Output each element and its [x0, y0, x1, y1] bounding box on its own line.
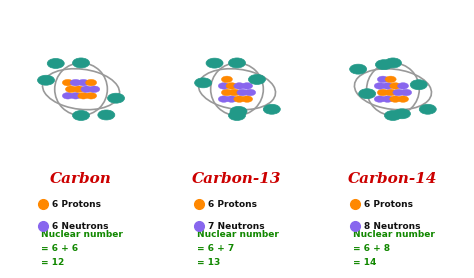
Circle shape	[248, 75, 265, 85]
Circle shape	[384, 58, 401, 68]
Circle shape	[89, 86, 100, 93]
Circle shape	[206, 58, 223, 68]
Circle shape	[398, 83, 409, 89]
Circle shape	[226, 96, 237, 102]
Circle shape	[393, 89, 404, 96]
Text: 6 Protons: 6 Protons	[52, 200, 101, 208]
Text: Carbon-13: Carbon-13	[192, 172, 282, 186]
Text: Carbon: Carbon	[50, 172, 112, 186]
Circle shape	[390, 83, 401, 89]
Circle shape	[65, 86, 76, 93]
Text: 8 Neutrons: 8 Neutrons	[364, 222, 420, 231]
Circle shape	[390, 96, 401, 102]
Circle shape	[62, 93, 73, 99]
Circle shape	[221, 76, 232, 83]
Circle shape	[350, 64, 367, 74]
Text: 6 Protons: 6 Protons	[208, 200, 257, 208]
Circle shape	[73, 111, 90, 120]
Text: 7 Neutrons: 7 Neutrons	[208, 222, 264, 231]
Circle shape	[234, 83, 245, 89]
Circle shape	[385, 76, 396, 83]
Circle shape	[228, 111, 246, 120]
Circle shape	[98, 110, 115, 120]
Circle shape	[73, 86, 84, 93]
Circle shape	[221, 89, 232, 96]
Circle shape	[374, 96, 385, 102]
Circle shape	[242, 83, 253, 89]
Circle shape	[62, 80, 73, 86]
Circle shape	[218, 83, 229, 89]
Circle shape	[377, 76, 388, 83]
Circle shape	[229, 89, 240, 96]
Circle shape	[374, 83, 385, 89]
Circle shape	[419, 104, 436, 114]
Circle shape	[70, 93, 81, 99]
Circle shape	[73, 58, 90, 68]
Text: Nuclear number
= 6 + 8
= 14: Nuclear number = 6 + 8 = 14	[353, 230, 435, 267]
Circle shape	[401, 89, 412, 96]
Text: Nuclear number
= 6 + 6
= 12: Nuclear number = 6 + 6 = 12	[41, 230, 123, 267]
Circle shape	[242, 96, 253, 102]
Circle shape	[108, 93, 125, 103]
Circle shape	[234, 96, 245, 102]
Text: Carbon-14: Carbon-14	[348, 172, 438, 186]
Circle shape	[78, 93, 89, 99]
Circle shape	[245, 89, 256, 96]
Circle shape	[263, 104, 280, 114]
Circle shape	[228, 58, 246, 68]
Circle shape	[382, 96, 393, 102]
Circle shape	[81, 86, 92, 93]
Circle shape	[78, 80, 89, 86]
Circle shape	[385, 89, 396, 96]
Circle shape	[237, 89, 248, 96]
Text: Nuclear number
= 6 + 7
= 13: Nuclear number = 6 + 7 = 13	[197, 230, 279, 267]
Circle shape	[70, 80, 81, 86]
Circle shape	[218, 96, 229, 102]
Circle shape	[410, 80, 427, 90]
Circle shape	[384, 111, 401, 120]
Circle shape	[359, 89, 376, 99]
Circle shape	[37, 75, 55, 85]
Circle shape	[393, 109, 410, 119]
Circle shape	[226, 83, 237, 89]
Circle shape	[377, 89, 388, 96]
Circle shape	[398, 96, 409, 102]
Circle shape	[86, 93, 97, 99]
Circle shape	[375, 60, 392, 70]
Circle shape	[382, 83, 393, 89]
Text: 6 Protons: 6 Protons	[364, 200, 413, 208]
Text: 6 Neutrons: 6 Neutrons	[52, 222, 108, 231]
Circle shape	[86, 80, 97, 86]
Circle shape	[230, 106, 247, 116]
Circle shape	[47, 58, 64, 68]
Circle shape	[195, 78, 212, 88]
